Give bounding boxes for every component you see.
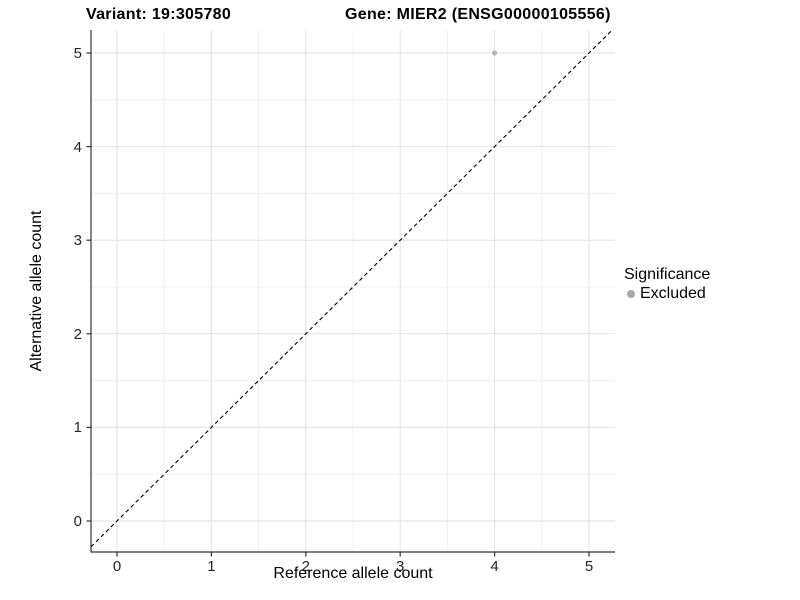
x-tick-label: 2 — [301, 558, 310, 575]
x-tick-label: 1 — [207, 558, 216, 575]
legend-items: Excluded — [624, 284, 710, 303]
data-point — [492, 50, 498, 56]
x-tick-label: 5 — [584, 558, 594, 575]
plot-title-gene: Gene: MIER2 (ENSG00000105556) — [345, 6, 611, 23]
legend-title: Significance — [624, 266, 711, 283]
y-tick-label: 5 — [73, 45, 82, 62]
y-tick-label: 1 — [73, 419, 82, 437]
y-tick-label: 0 — [73, 513, 82, 530]
x-axis-title: Reference allele count — [273, 565, 433, 582]
x-tick-label: 3 — [396, 558, 405, 575]
identity-line — [90, 29, 613, 548]
y-axis-title: Alternative allele count — [28, 210, 45, 372]
legend-item-label: Excluded — [640, 285, 706, 302]
x-tick-label: 0 — [112, 558, 122, 575]
y-tick-label: 4 — [73, 138, 82, 156]
legend: Significance Excluded — [624, 265, 710, 303]
legend-item: Excluded — [624, 284, 710, 303]
plot-title-variant: Variant: 19:305780 — [86, 6, 232, 23]
x-tick-label: 4 — [490, 558, 499, 575]
legend-point-icon — [627, 289, 635, 298]
y-tick-label: 3 — [73, 232, 82, 250]
y-tick-label: 2 — [73, 325, 82, 343]
